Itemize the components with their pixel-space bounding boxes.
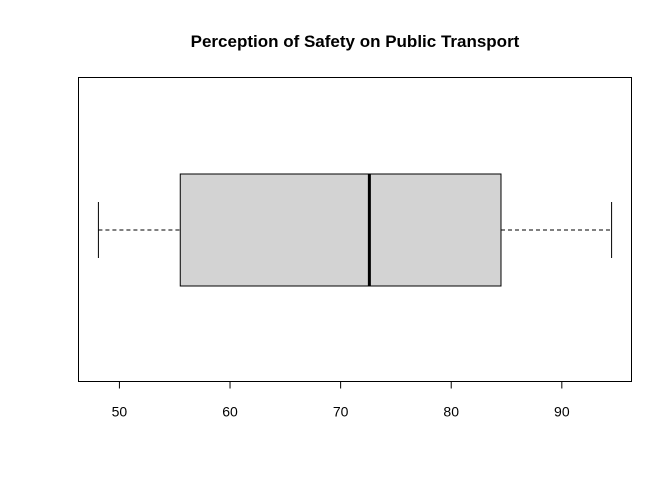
plot-marks — [97, 173, 613, 287]
x-tick-label-90: 90 — [554, 404, 570, 420]
iqr-box — [179, 173, 502, 287]
chart-title: Perception of Safety on Public Transport — [191, 32, 520, 51]
x-tick-label-80: 80 — [443, 404, 459, 420]
x-tick-label-50: 50 — [112, 404, 128, 420]
x-tick-label-60: 60 — [222, 404, 238, 420]
x-tick-label-70: 70 — [333, 404, 349, 420]
x-axis: 50 60 70 80 90 — [112, 381, 570, 420]
